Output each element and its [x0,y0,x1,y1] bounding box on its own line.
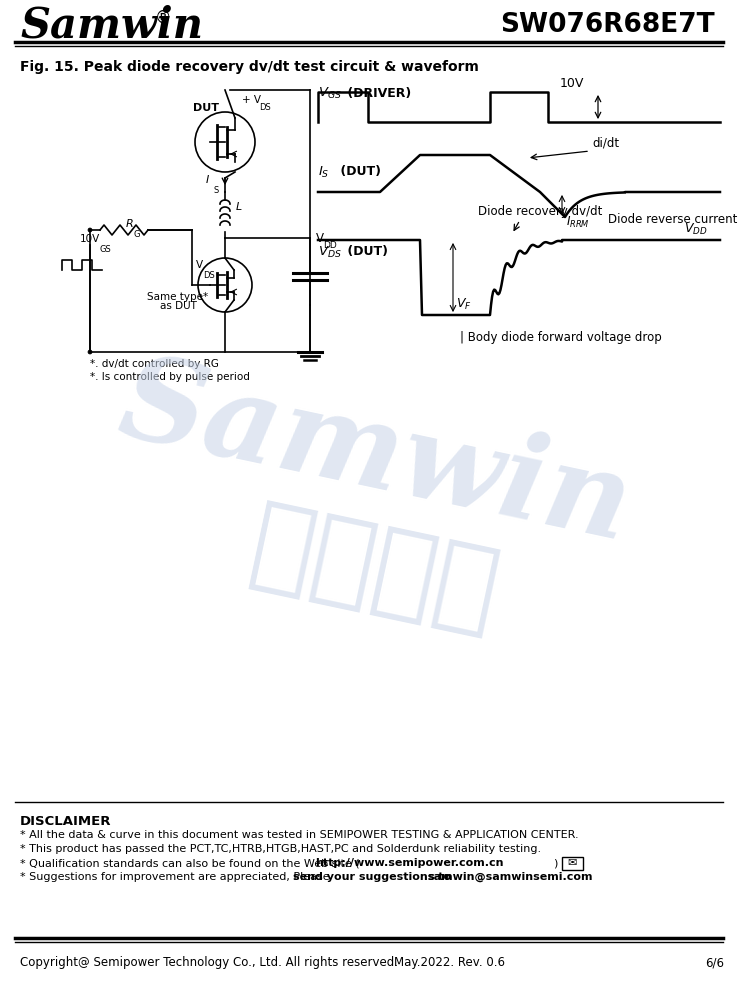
Text: $I_S$: $I_S$ [318,164,329,180]
Text: 6/6: 6/6 [706,956,725,969]
Text: GS: GS [100,245,111,254]
Text: DD: DD [323,241,337,250]
Text: $V_{GS}$: $V_{GS}$ [318,85,342,101]
Text: + V: + V [242,95,261,105]
Text: L: L [236,202,242,212]
Text: as DUT: as DUT [159,301,196,311]
FancyBboxPatch shape [562,856,582,869]
Text: * All the data & curve in this document was tested in SEMIPOWER TESTING & APPLIC: * All the data & curve in this document … [20,830,579,840]
Text: SW076R68E7T: SW076R68E7T [500,12,715,38]
Text: $V_{DD}$: $V_{DD}$ [684,222,708,237]
Text: Samwin: Samwin [20,4,203,46]
Text: DS: DS [203,271,215,280]
Text: $V_{DS}$: $V_{DS}$ [318,244,342,260]
Text: Copyright@ Semipower Technology Co., Ltd. All rights reserved.: Copyright@ Semipower Technology Co., Ltd… [20,956,398,969]
Text: I: I [206,175,209,185]
Text: samwin@samwinsemi.com: samwin@samwinsemi.com [427,872,593,882]
Text: * Suggestions for improvement are appreciated, Please: * Suggestions for improvement are apprec… [20,872,333,882]
Text: * This product has passed the PCT,TC,HTRB,HTGB,HAST,PC and Solderdunk reliabilit: * This product has passed the PCT,TC,HTR… [20,844,541,854]
Text: 内部保密: 内部保密 [242,495,508,645]
Text: ✉: ✉ [568,858,576,868]
Text: R: R [126,219,134,229]
Text: DUT: DUT [193,103,219,113]
Text: *. dv/dt controlled by RG: *. dv/dt controlled by RG [90,359,219,369]
Text: V: V [316,232,324,244]
Text: * Qualification standards can also be found on the Web site (: * Qualification standards can also be fo… [20,858,359,868]
Text: S: S [213,186,218,195]
Text: V: V [196,260,203,270]
Text: ®: ® [155,9,171,27]
Text: (DUT): (DUT) [343,245,388,258]
Text: Fig. 15. Peak diode recovery dv/dt test circuit & waveform: Fig. 15. Peak diode recovery dv/dt test … [20,60,479,74]
Text: (DRIVER): (DRIVER) [343,87,411,100]
Text: DS: DS [259,103,271,112]
Text: G: G [133,230,139,239]
Text: | Body diode forward voltage drop: | Body diode forward voltage drop [460,331,662,344]
Text: Samwin: Samwin [109,345,641,565]
Text: di/dt: di/dt [592,136,619,149]
Text: (DUT): (DUT) [336,165,381,178]
Text: Diode recovery dv/dt: Diode recovery dv/dt [478,205,602,218]
Text: May.2022. Rev. 0.6: May.2022. Rev. 0.6 [395,956,506,969]
Text: 10V: 10V [80,234,100,244]
Text: DISCLAIMER: DISCLAIMER [20,815,111,828]
Circle shape [88,350,92,354]
Text: 10V: 10V [560,77,584,90]
Text: Diode reverse current: Diode reverse current [608,213,737,226]
Text: Same type*: Same type* [148,292,209,302]
Text: $I_{RRM}$: $I_{RRM}$ [566,215,590,230]
Text: send your suggestions to: send your suggestions to [293,872,455,882]
Text: ): ) [553,858,557,868]
Text: *. Is controlled by pulse period: *. Is controlled by pulse period [90,372,250,382]
Text: http://www.semipower.com.cn: http://www.semipower.com.cn [315,858,503,868]
Text: $V_F$: $V_F$ [456,297,472,312]
Circle shape [88,228,92,232]
